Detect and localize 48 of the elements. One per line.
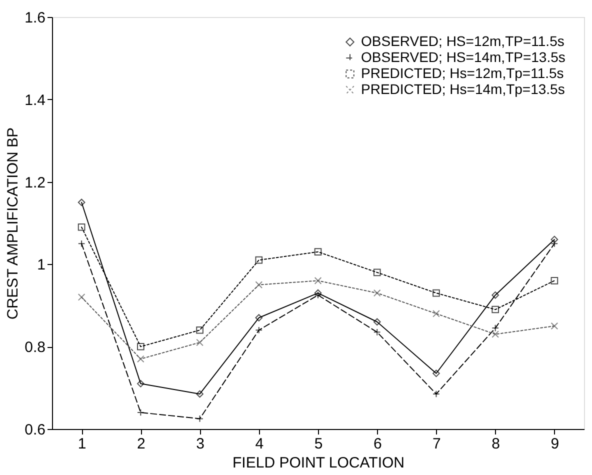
point [432, 289, 440, 297]
x-tick-label: 8 [492, 436, 500, 452]
point [196, 326, 204, 334]
y-tick-label: 1.2 [24, 174, 46, 192]
point [78, 294, 86, 301]
point [550, 277, 558, 284]
point [550, 236, 558, 244]
y-tick-label: 0.8 [24, 339, 46, 356]
point [137, 380, 144, 388]
point [314, 289, 322, 297]
point [255, 256, 263, 264]
legend-label: OBSERVED; HS=12m,TP=11.5s [361, 33, 564, 49]
y-tick-label: 1.6 [24, 10, 46, 26]
x-tick-label: 1 [78, 436, 86, 452]
x-tick-label: 7 [432, 436, 441, 452]
point [137, 342, 144, 350]
x-tick-label: 4 [255, 436, 264, 452]
point [196, 390, 204, 398]
point [255, 314, 263, 322]
point [255, 281, 263, 288]
point [550, 322, 558, 330]
point [373, 289, 381, 297]
point [492, 306, 499, 314]
x-tick-label: 9 [550, 436, 560, 452]
x-tick-label: 3 [196, 436, 204, 452]
point [137, 355, 144, 363]
y-axis-title: CREST AMPLIFICATION BP [4, 128, 22, 320]
y-tick-label: 0.6 [24, 422, 46, 438]
legend-label: PREDICTED; Hs=12m,Tp=11.5s [361, 65, 564, 81]
point [78, 223, 86, 231]
point [492, 330, 499, 338]
point [78, 198, 86, 206]
legend-label: OBSERVED; HS=14m,TP=13.5s [361, 49, 566, 65]
point [373, 268, 381, 276]
y-tick-label: 1.4 [24, 92, 46, 109]
point [432, 370, 440, 378]
point [196, 338, 204, 346]
x-tick-label: 6 [373, 436, 382, 452]
x-axis-title: FIELD POINT LOCATION [232, 454, 404, 472]
x-tick-label: 5 [314, 436, 323, 452]
legend-label: PREDICTED; Hs=14m,Tp=13.5s [361, 81, 565, 97]
point [314, 277, 322, 284]
x-tick-label: 2 [136, 436, 146, 452]
point [492, 291, 499, 299]
y-tick-label: 1 [37, 256, 46, 274]
point [373, 318, 381, 326]
point [314, 248, 322, 256]
point [432, 310, 440, 318]
